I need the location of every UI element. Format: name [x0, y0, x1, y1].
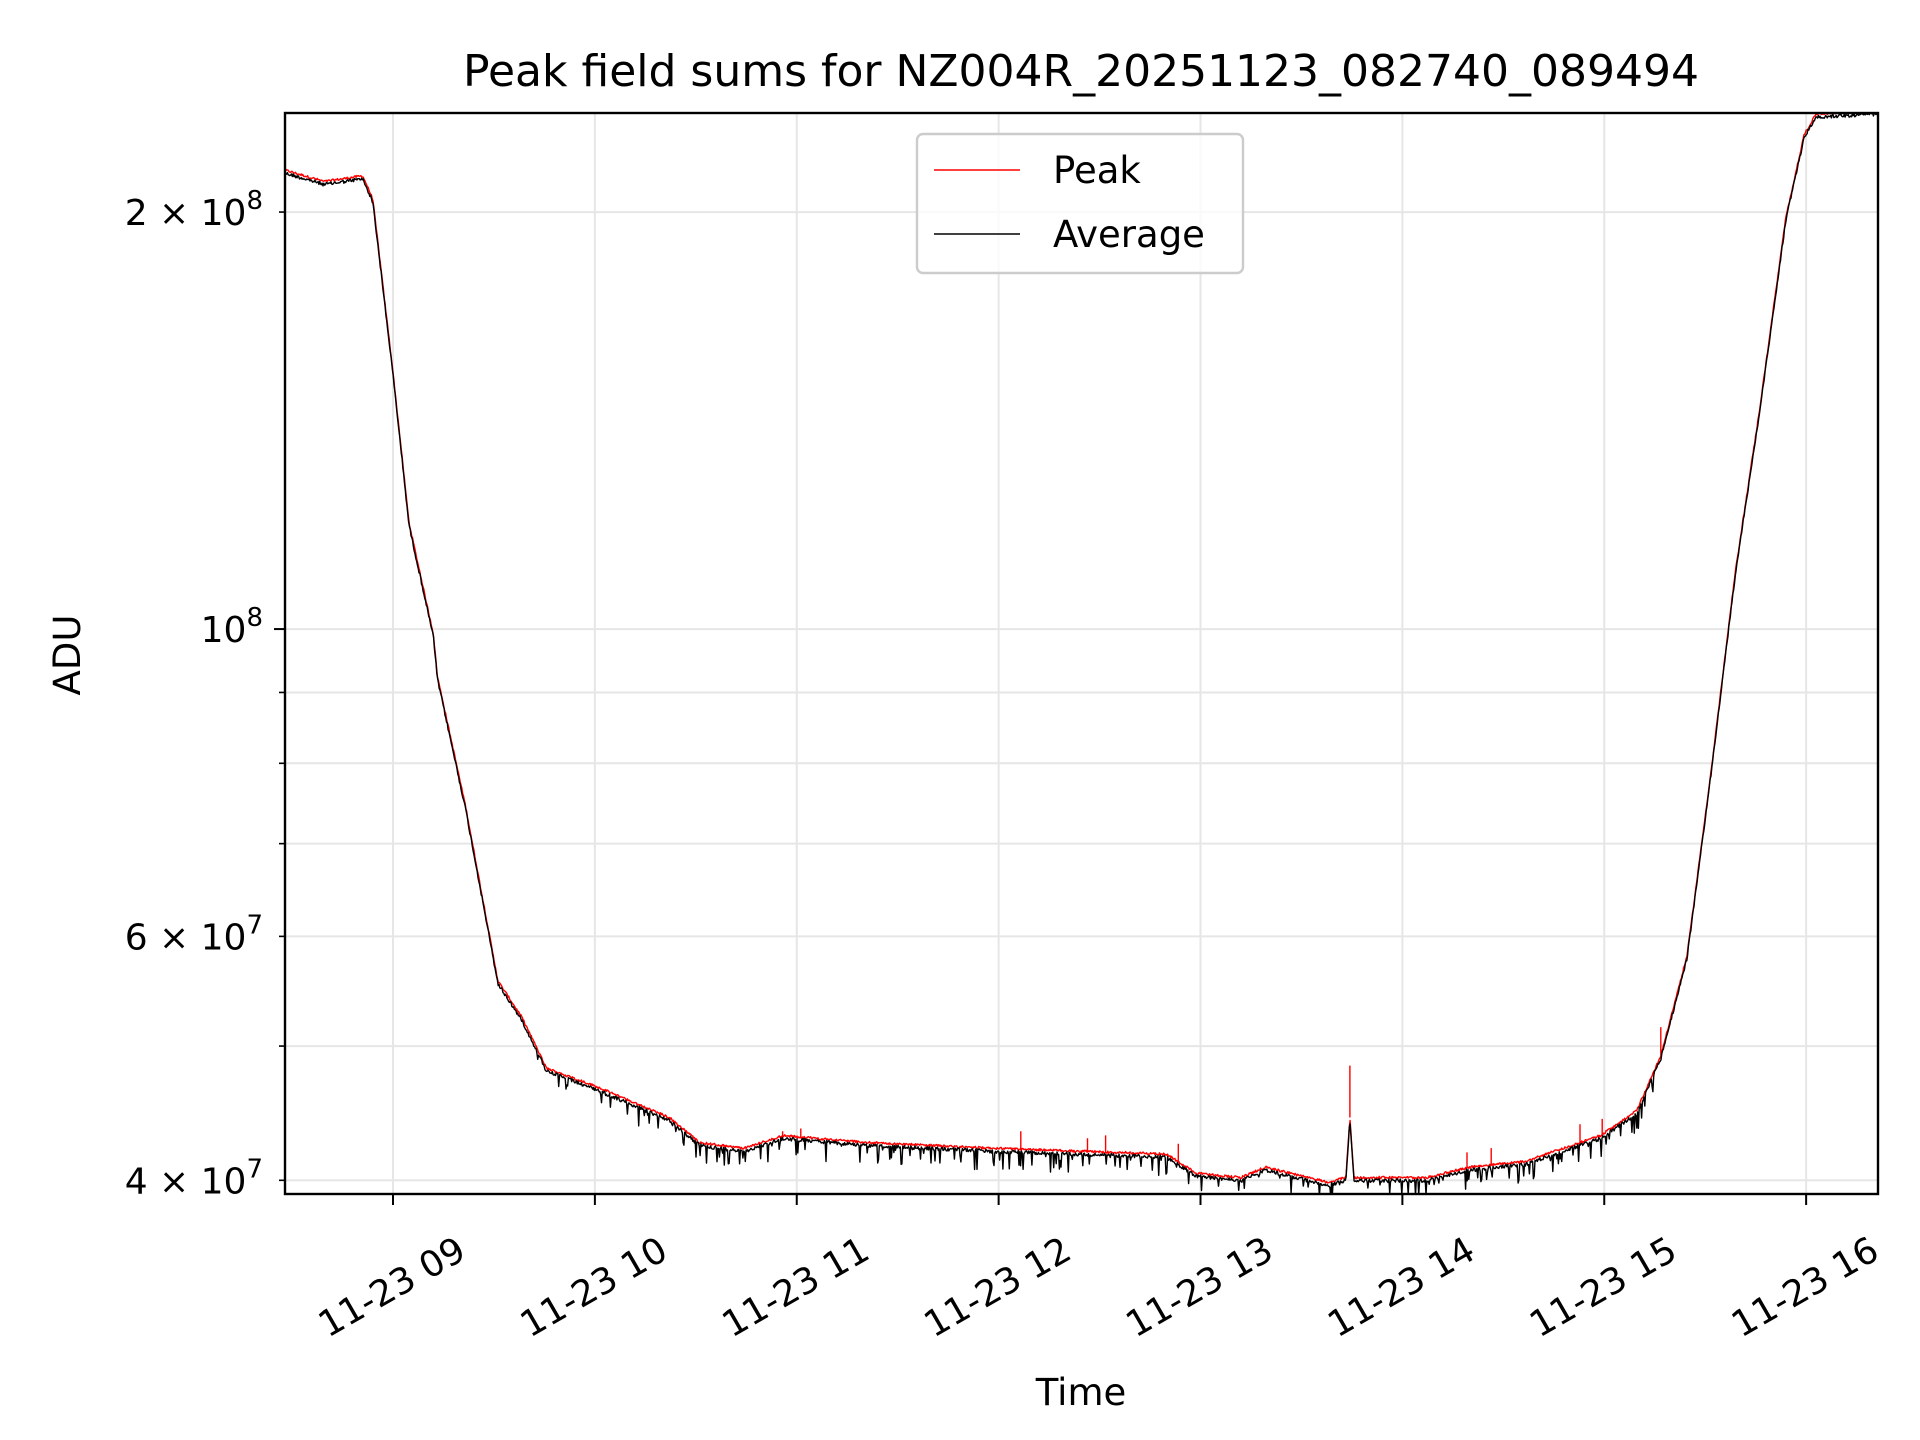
y-tick-label: 6 × 107	[125, 910, 263, 958]
y-tick-label: 2 × 108	[125, 186, 263, 234]
axes-frame	[283, 111, 1880, 1196]
legend: Peak Average	[915, 132, 1245, 275]
legend-box	[915, 132, 1245, 275]
chart-title: Peak field sums for NZ004R_20251123_0827…	[463, 46, 1699, 97]
legend-label-average: Average	[1053, 213, 1205, 256]
x-axis-label: Time	[1035, 1371, 1127, 1414]
series-line-peak	[285, 113, 1874, 1184]
series-line-average	[285, 113, 1878, 1194]
y-axis-label: ADU	[46, 615, 89, 696]
grid	[285, 113, 1878, 1194]
legend-label-peak: Peak	[1053, 149, 1141, 192]
plot-area	[285, 113, 1878, 1194]
y-tick-label: 108	[201, 603, 263, 651]
y-tick-label: 4 × 107	[125, 1154, 263, 1202]
